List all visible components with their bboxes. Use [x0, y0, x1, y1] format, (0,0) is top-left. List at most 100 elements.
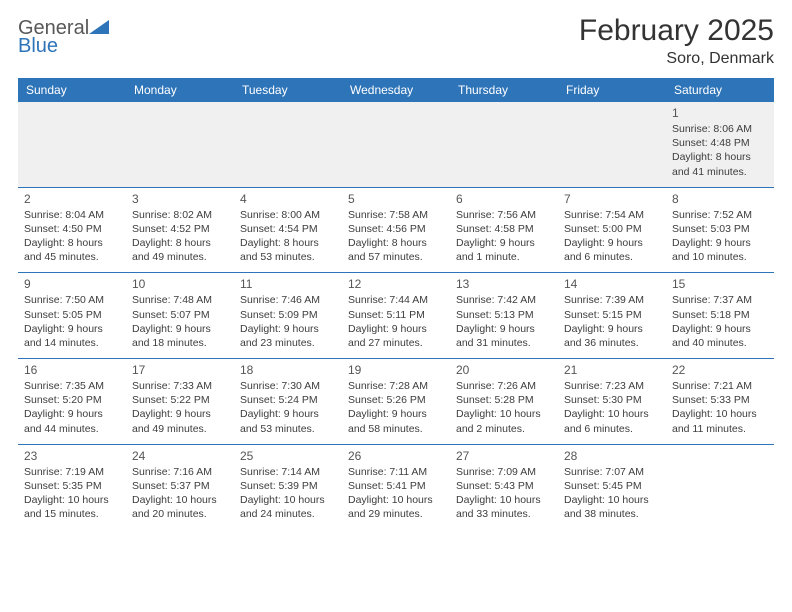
day-number: 7: [564, 192, 660, 206]
day-info-line: Sunrise: 7:52 AM: [672, 208, 768, 222]
day-info-line: Sunrise: 7:42 AM: [456, 293, 552, 307]
day-info-line: and 49 minutes.: [132, 422, 228, 436]
day-header-row: Sunday Monday Tuesday Wednesday Thursday…: [18, 78, 774, 102]
day-info: Sunrise: 7:33 AMSunset: 5:22 PMDaylight:…: [132, 379, 228, 436]
day-info-line: Sunset: 5:24 PM: [240, 393, 336, 407]
day-info-line: Sunrise: 7:28 AM: [348, 379, 444, 393]
calendar-cell: 11 Sunrise: 7:46 AMSunset: 5:09 PMDayligh…: [234, 273, 342, 359]
calendar-week-row: 16Sunrise: 7:35 AMSunset: 5:20 PMDayligh…: [18, 359, 774, 445]
day-info-line: Sunrise: 7:16 AM: [132, 465, 228, 479]
day-number: 28: [564, 449, 660, 463]
day-info-line: Daylight: 9 hours: [240, 322, 336, 336]
day-header: Monday: [126, 78, 234, 102]
day-info-line: Sunrise: 7:09 AM: [456, 465, 552, 479]
day-info-line: Daylight: 9 hours: [456, 236, 552, 250]
day-number: 10: [132, 277, 228, 291]
day-info: Sunrise: 7:52 AMSunset: 5:03 PMDaylight:…: [672, 208, 768, 265]
calendar-cell: 24Sunrise: 7:16 AMSunset: 5:37 PMDayligh…: [126, 444, 234, 529]
day-info-line: Sunset: 5:22 PM: [132, 393, 228, 407]
day-info: Sunrise: 7:26 AMSunset: 5:28 PMDaylight:…: [456, 379, 552, 436]
day-number: 11: [240, 277, 336, 291]
day-info-line: Daylight: 9 hours: [672, 236, 768, 250]
day-info-line: Sunset: 5:15 PM: [564, 308, 660, 322]
day-number: 3: [132, 192, 228, 206]
day-info-line: Daylight: 9 hours: [240, 407, 336, 421]
day-header: Sunday: [18, 78, 126, 102]
day-info-line: Sunset: 5:30 PM: [564, 393, 660, 407]
calendar-cell: 27Sunrise: 7:09 AMSunset: 5:43 PMDayligh…: [450, 444, 558, 529]
calendar-cell: 21Sunrise: 7:23 AMSunset: 5:30 PMDayligh…: [558, 359, 666, 445]
day-info-line: Sunrise: 7:54 AM: [564, 208, 660, 222]
day-info-line: Sunrise: 7:07 AM: [564, 465, 660, 479]
day-info-line: Sunrise: 7:58 AM: [348, 208, 444, 222]
day-info: Sunrise: 7:48 AMSunset: 5:07 PMDaylight:…: [132, 293, 228, 350]
day-info-line: Sunrise: 7:39 AM: [564, 293, 660, 307]
day-info-line: Daylight: 8 hours: [348, 236, 444, 250]
calendar-cell: 10 Sunrise: 7:48 AMSunset: 5:07 PMDayligh…: [126, 273, 234, 359]
day-info-line: Sunset: 5:18 PM: [672, 308, 768, 322]
day-info: Sunrise: 7:46 AMSunset: 5:09 PMDaylight:…: [240, 293, 336, 350]
day-info-line: Daylight: 9 hours: [672, 322, 768, 336]
day-info-line: Sunset: 5:07 PM: [132, 308, 228, 322]
day-info: Sunrise: 7:39 AMSunset: 5:15 PMDaylight:…: [564, 293, 660, 350]
day-info-line: and 15 minutes.: [24, 507, 120, 521]
day-info: Sunrise: 8:00 AMSunset: 4:54 PMDaylight:…: [240, 208, 336, 265]
day-info-line: Daylight: 10 hours: [24, 493, 120, 507]
day-header: Saturday: [666, 78, 774, 102]
calendar-week-row: 23Sunrise: 7:19 AMSunset: 5:35 PMDayligh…: [18, 444, 774, 529]
calendar-cell: [450, 102, 558, 187]
calendar-cell: [18, 102, 126, 187]
day-info-line: Daylight: 9 hours: [564, 236, 660, 250]
calendar-week-row: 2Sunrise: 8:04 AMSunset: 4:50 PMDaylight…: [18, 187, 774, 273]
day-header: Friday: [558, 78, 666, 102]
day-info-line: and 40 minutes.: [672, 336, 768, 350]
day-info-line: and 36 minutes.: [564, 336, 660, 350]
day-info-line: Sunset: 4:56 PM: [348, 222, 444, 236]
day-info-line: Sunset: 5:09 PM: [240, 308, 336, 322]
calendar-cell: 1Sunrise: 8:06 AMSunset: 4:48 PMDaylight…: [666, 102, 774, 187]
calendar-cell: 3 Sunrise: 8:02 AMSunset: 4:52 PMDaylight…: [126, 187, 234, 273]
day-info-line: Sunset: 5:05 PM: [24, 308, 120, 322]
day-info-line: Sunset: 4:54 PM: [240, 222, 336, 236]
day-info: Sunrise: 8:02 AMSunset: 4:52 PMDaylight:…: [132, 208, 228, 265]
day-info-line: Sunset: 5:28 PM: [456, 393, 552, 407]
title-block: February 2025 Soro, Denmark: [579, 14, 774, 68]
calendar-cell: 12Sunrise: 7:44 AMSunset: 5:11 PMDayligh…: [342, 273, 450, 359]
logo-text: General Blue: [18, 18, 109, 55]
day-info-line: Daylight: 10 hours: [456, 493, 552, 507]
day-info: Sunrise: 7:56 AMSunset: 4:58 PMDaylight:…: [456, 208, 552, 265]
day-info-line: Daylight: 10 hours: [456, 407, 552, 421]
day-info-line: Sunset: 5:13 PM: [456, 308, 552, 322]
calendar-cell: 5Sunrise: 7:58 AMSunset: 4:56 PMDaylight…: [342, 187, 450, 273]
day-info-line: Sunrise: 7:23 AM: [564, 379, 660, 393]
day-number: 14: [564, 277, 660, 291]
calendar-cell: 26Sunrise: 7:11 AMSunset: 5:41 PMDayligh…: [342, 444, 450, 529]
day-info-line: Sunrise: 8:04 AM: [24, 208, 120, 222]
day-info-line: Sunrise: 7:50 AM: [24, 293, 120, 307]
calendar-cell: 19 Sunrise: 7:28 AMSunset: 5:26 PMDayligh…: [342, 359, 450, 445]
calendar-cell: 25Sunrise: 7:14 AMSunset: 5:39 PMDayligh…: [234, 444, 342, 529]
day-info: Sunrise: 7:28 AMSunset: 5:26 PMDaylight:…: [348, 379, 444, 436]
day-number: 15: [672, 277, 768, 291]
day-info-line: Sunset: 5:35 PM: [24, 479, 120, 493]
day-info: Sunrise: 7:21 AMSunset: 5:33 PMDaylight:…: [672, 379, 768, 436]
day-info-line: Daylight: 8 hours: [672, 150, 768, 164]
day-number: 19: [348, 363, 444, 377]
day-info-line: Sunrise: 8:02 AM: [132, 208, 228, 222]
day-header: Wednesday: [342, 78, 450, 102]
day-info-line: and 58 minutes.: [348, 422, 444, 436]
calendar-cell: 2Sunrise: 8:04 AMSunset: 4:50 PMDaylight…: [18, 187, 126, 273]
day-info-line: Sunset: 5:03 PM: [672, 222, 768, 236]
day-info-line: and 31 minutes.: [456, 336, 552, 350]
day-info-line: and 57 minutes.: [348, 250, 444, 264]
day-info-line: Daylight: 10 hours: [672, 407, 768, 421]
page-title: February 2025: [579, 14, 774, 48]
day-info-line: Sunrise: 8:06 AM: [672, 122, 768, 136]
day-info-line: Daylight: 9 hours: [348, 407, 444, 421]
day-number: 8: [672, 192, 768, 206]
calendar-cell: 4Sunrise: 8:00 AMSunset: 4:54 PMDaylight…: [234, 187, 342, 273]
day-info-line: Sunset: 5:26 PM: [348, 393, 444, 407]
logo-triangle-icon: [89, 18, 109, 34]
day-info-line: and 33 minutes.: [456, 507, 552, 521]
day-info-line: and 44 minutes.: [24, 422, 120, 436]
